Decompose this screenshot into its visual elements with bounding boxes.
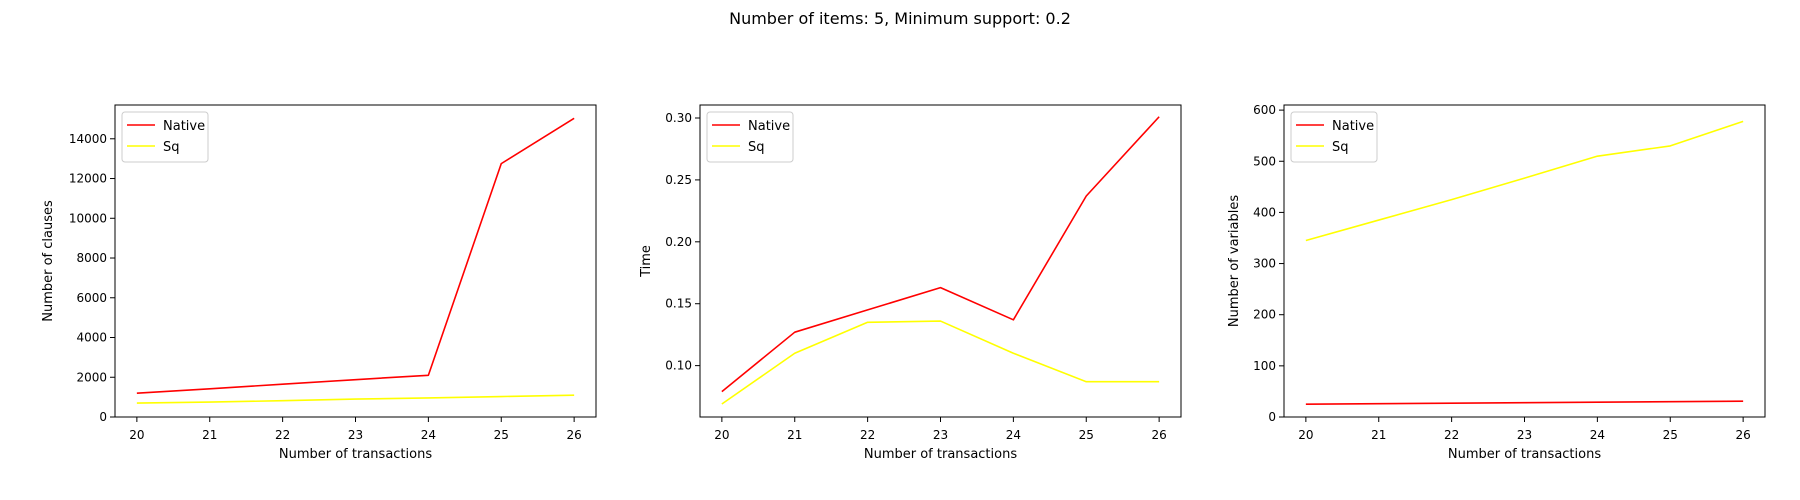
- time-series-native-line: [721, 116, 1160, 393]
- clauses-xtick-label: 23: [348, 428, 363, 442]
- clauses-xtick-label: 22: [275, 428, 290, 442]
- variables-xlabel: Number of transactions: [1448, 447, 1601, 462]
- variables-xtick-label: 21: [1371, 428, 1386, 442]
- variables-ytick-label: 200: [1253, 308, 1276, 322]
- time-ytick-label: 0.20: [665, 235, 692, 249]
- time-xtick-label: 20: [714, 428, 729, 442]
- variables-legend-label-native: Native: [1332, 119, 1374, 134]
- variables-series-sq-line: [1305, 120, 1744, 242]
- subplot-clauses: 20 21 22 23 24 25 26 0 2000 4000 6000 8000 10000 1200…: [41, 104, 597, 462]
- time-xtick-label: 26: [1151, 428, 1166, 442]
- time-ytick-label: 0.15: [665, 297, 692, 311]
- variables-legend-label-sq: Sq: [1332, 140, 1349, 155]
- clauses-series-native-line: [136, 117, 575, 394]
- variables-ytick-label: 300: [1253, 257, 1276, 271]
- time-legend: Native Sq: [706, 111, 794, 163]
- variables-ytick-label: 500: [1253, 154, 1276, 168]
- clauses-ytick-label: 4000: [76, 331, 107, 345]
- clauses-ytick-label: 2000: [76, 370, 107, 384]
- figure-suptitle: Number of items: 5, Minimum support: 0.2: [729, 9, 1071, 28]
- variables-xtick-label: 23: [1517, 428, 1532, 442]
- clauses-ytick-label: 10000: [69, 211, 107, 225]
- clauses-ytick-label: 14000: [69, 132, 107, 146]
- time-ytick-label: 0.25: [665, 173, 692, 187]
- clauses-legend-label-sq: Sq: [163, 140, 180, 155]
- clauses-xtick-label: 21: [202, 428, 217, 442]
- time-ylabel: Time: [639, 245, 654, 278]
- clauses-xtick-label: 26: [566, 428, 581, 442]
- variables-ytick-label: 400: [1253, 205, 1276, 219]
- time-legend-label-sq: Sq: [748, 140, 765, 155]
- variables-ytick-label: 0: [1268, 410, 1276, 424]
- time-xtick-label: 24: [1006, 428, 1021, 442]
- clauses-xtick-label: 24: [421, 428, 436, 442]
- time-xtick-label: 23: [933, 428, 948, 442]
- variables-ytick-label: 100: [1253, 359, 1276, 373]
- time-xtick-label: 22: [860, 428, 875, 442]
- variables-series-native-line: [1305, 400, 1744, 406]
- variables-xtick-label: 22: [1444, 428, 1459, 442]
- clauses-ytick-label: 8000: [76, 251, 107, 265]
- clauses-xtick-label: 25: [494, 428, 509, 442]
- time-xlabel: Number of transactions: [864, 447, 1017, 462]
- variables-legend: Native Sq: [1290, 111, 1378, 163]
- time-legend-label-native: Native: [748, 119, 790, 134]
- variables-xtick-label: 24: [1590, 428, 1605, 442]
- clauses-xlabel: Number of transactions: [279, 447, 432, 462]
- time-ytick-label: 0.10: [665, 359, 692, 373]
- clauses-ytick-label: 0: [99, 410, 107, 424]
- clauses-series-sq-line: [136, 394, 575, 404]
- clauses-ylabel: Number of clauses: [41, 200, 56, 322]
- variables-xtick-label: 26: [1735, 428, 1750, 442]
- time-series-sq-line: [721, 320, 1160, 405]
- variables-xtick-label: 20: [1298, 428, 1313, 442]
- clauses-ytick-label: 6000: [76, 291, 107, 305]
- clauses-ytick-label: 12000: [69, 172, 107, 186]
- variables-xtick-label: 25: [1663, 428, 1678, 442]
- clauses-legend-label-native: Native: [163, 119, 205, 134]
- subplot-time: 20 21 22 23 24 25 26 0.10 0.15 0.20 0.25 0.30 Number…: [639, 104, 1182, 462]
- clauses-legend: Native Sq: [121, 111, 209, 163]
- clauses-xtick-label: 20: [129, 428, 144, 442]
- time-ytick-label: 0.30: [665, 111, 692, 125]
- time-xtick-label: 21: [787, 428, 802, 442]
- variables-ytick-label: 600: [1253, 103, 1276, 117]
- variables-ylabel: Number of variables: [1227, 195, 1242, 327]
- time-xtick-label: 25: [1079, 428, 1094, 442]
- subplot-variables: 20 21 22 23 24 25 26 0 100 200 300 400 500 600 Number …: [1227, 103, 1766, 462]
